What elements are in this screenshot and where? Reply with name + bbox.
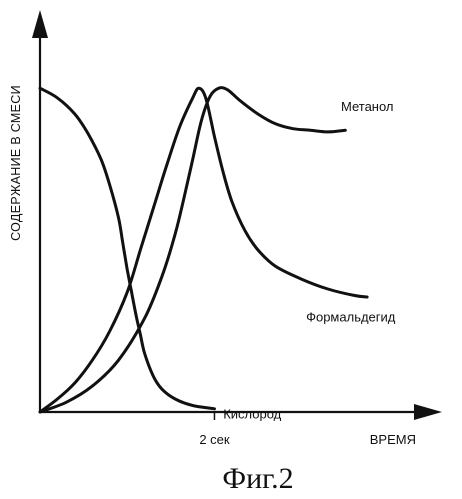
series-curves — [40, 88, 367, 412]
y-axis-label: СОДЕРЖАНИЕ В СМЕСИ — [9, 85, 23, 241]
series-label-formaldehyde: Формальдегид — [306, 309, 396, 324]
figure-caption: Фиг.2 — [222, 462, 293, 495]
x-axis-label: ВРЕМЯ — [370, 432, 416, 447]
series-label-oxygen: Кислород — [223, 407, 281, 422]
series-line-oxygen — [40, 88, 215, 409]
x-tick-label-2: 2 сек — [199, 432, 230, 447]
x-axis-arrow — [414, 404, 442, 420]
series-line-methanol — [40, 88, 345, 412]
y-axis-arrow — [32, 10, 48, 38]
series-label-methanol: Метанол — [341, 99, 394, 114]
